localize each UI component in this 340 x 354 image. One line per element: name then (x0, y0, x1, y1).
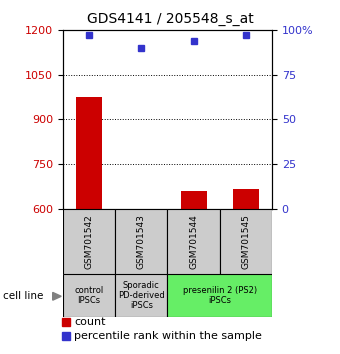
Bar (181, 191, 207, 209)
Bar (62, 332, 70, 340)
Text: GSM701545: GSM701545 (241, 214, 250, 269)
Text: cell line: cell line (3, 291, 44, 301)
Bar (62, 318, 70, 326)
Text: Sporadic
PD-derived
iPSCs: Sporadic PD-derived iPSCs (118, 281, 165, 310)
Polygon shape (53, 292, 61, 300)
Bar (167, 274, 272, 317)
Bar (63, 209, 115, 274)
Text: GDS4141 / 205548_s_at: GDS4141 / 205548_s_at (87, 12, 253, 27)
Bar (220, 209, 272, 274)
Text: count: count (74, 317, 105, 327)
Bar (233, 189, 259, 209)
Bar (115, 274, 167, 317)
Text: GSM701544: GSM701544 (189, 214, 198, 269)
Text: control
IPSCs: control IPSCs (74, 286, 104, 305)
Bar (167, 209, 220, 274)
Bar (63, 274, 115, 317)
Text: percentile rank within the sample: percentile rank within the sample (74, 331, 262, 341)
Bar (115, 209, 167, 274)
Text: GSM701543: GSM701543 (137, 214, 146, 269)
Bar (76, 97, 102, 209)
Text: GSM701542: GSM701542 (85, 214, 94, 269)
Text: presenilin 2 (PS2)
iPSCs: presenilin 2 (PS2) iPSCs (183, 286, 257, 305)
